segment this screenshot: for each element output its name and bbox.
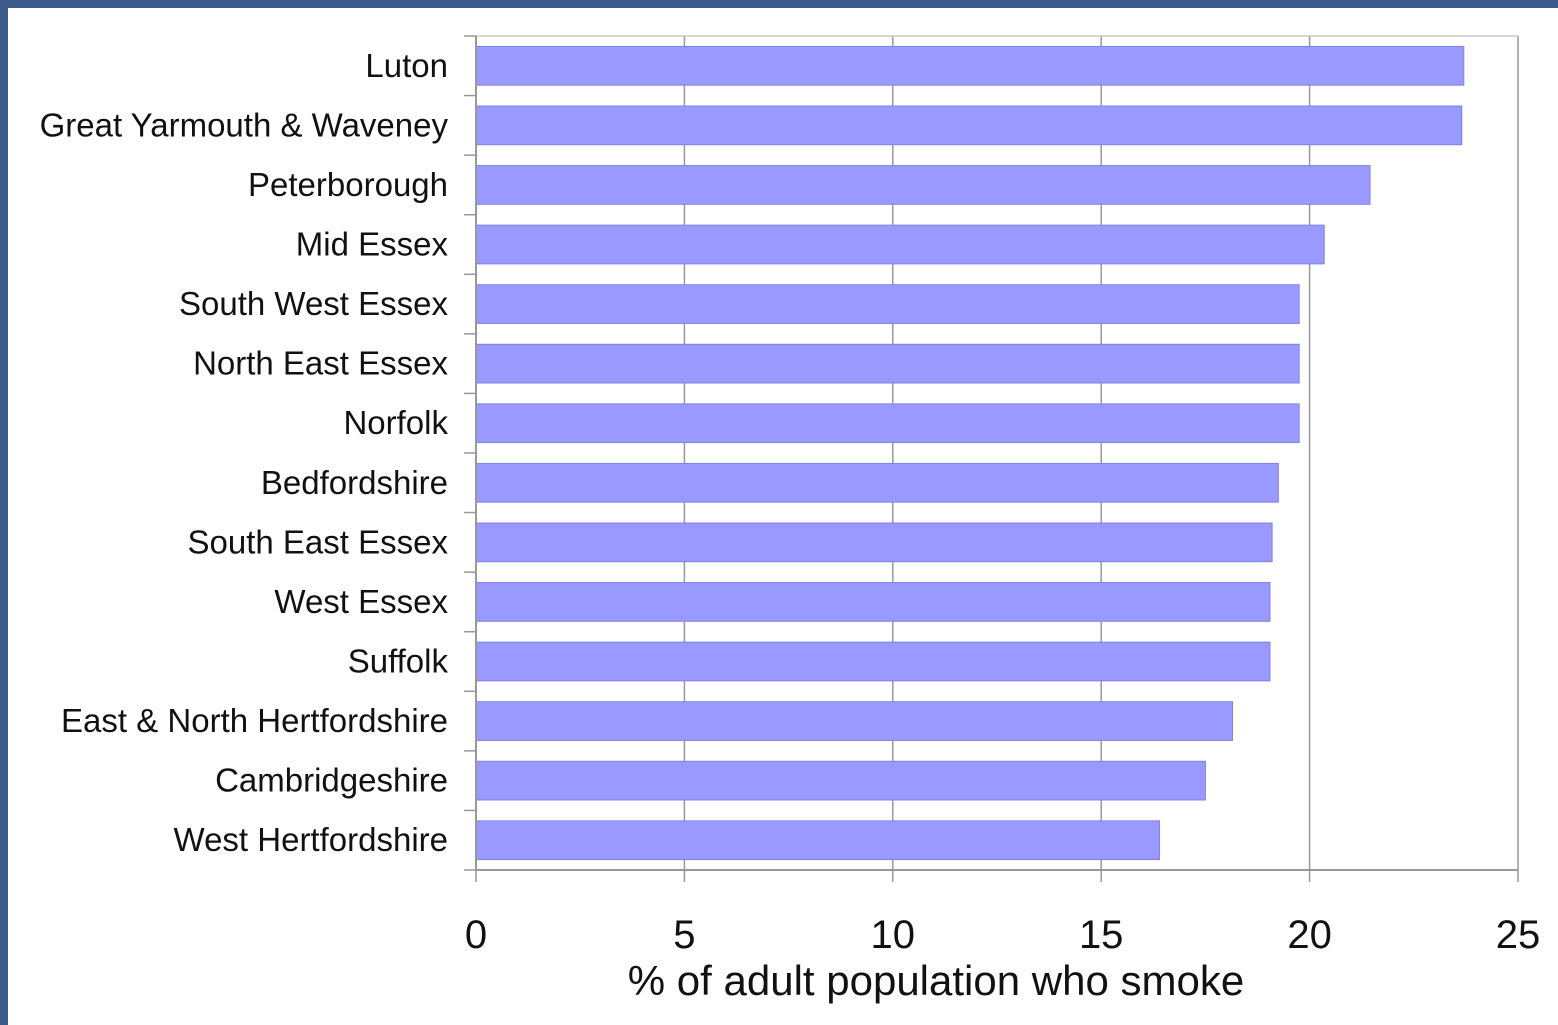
bar (475, 760, 1206, 801)
x-tick-label: 20 (1287, 913, 1332, 957)
bar (475, 105, 1463, 146)
bar (475, 582, 1271, 622)
x-tick-label: 10 (871, 913, 916, 957)
chart-frame: Luton Great Yarmouth & Waveney Peterboroug… (8, 8, 1558, 1025)
bar (475, 462, 1279, 503)
bar (475, 522, 1273, 563)
category-label: South East Essex (188, 523, 449, 560)
bar (475, 224, 1325, 265)
x-axis-title: % of adult population who smoke (628, 957, 1244, 1004)
bar (475, 820, 1161, 861)
category-label: South West Essex (179, 285, 449, 322)
bar (475, 701, 1233, 741)
axes (464, 35, 1519, 882)
category-label: Great Yarmouth & Waveney (40, 106, 449, 143)
x-tick-label: 5 (673, 913, 695, 957)
category-label: Bedfordshire (261, 464, 448, 501)
x-tick-label: 25 (1496, 913, 1541, 957)
bar (475, 165, 1371, 205)
category-label: Norfolk (343, 404, 448, 441)
bar (475, 641, 1271, 682)
category-label: Peterborough (248, 166, 448, 203)
x-tick-labels: 0 5 10 15 20 25 (465, 913, 1540, 957)
bar (475, 45, 1465, 86)
bars (475, 45, 1465, 861)
category-label: Cambridgeshire (215, 762, 448, 799)
x-tick-label: 15 (1079, 913, 1124, 957)
gridlines (476, 35, 1519, 870)
category-label: Suffolk (348, 643, 449, 680)
category-labels: Luton Great Yarmouth & Waveney Peterboroug… (40, 47, 449, 858)
category-label: West Hertfordshire (174, 821, 448, 858)
category-label: Luton (365, 47, 448, 84)
bar-chart: Luton Great Yarmouth & Waveney Peterboroug… (40, 35, 1540, 1004)
category-label: North East Essex (193, 345, 448, 382)
category-label: East & North Hertfordshire (61, 702, 448, 739)
category-label: Mid Essex (296, 226, 449, 263)
bar (475, 284, 1300, 324)
category-label: West Essex (274, 583, 448, 620)
bar (475, 403, 1300, 444)
bar (475, 343, 1300, 384)
x-tick-label: 0 (465, 913, 487, 957)
